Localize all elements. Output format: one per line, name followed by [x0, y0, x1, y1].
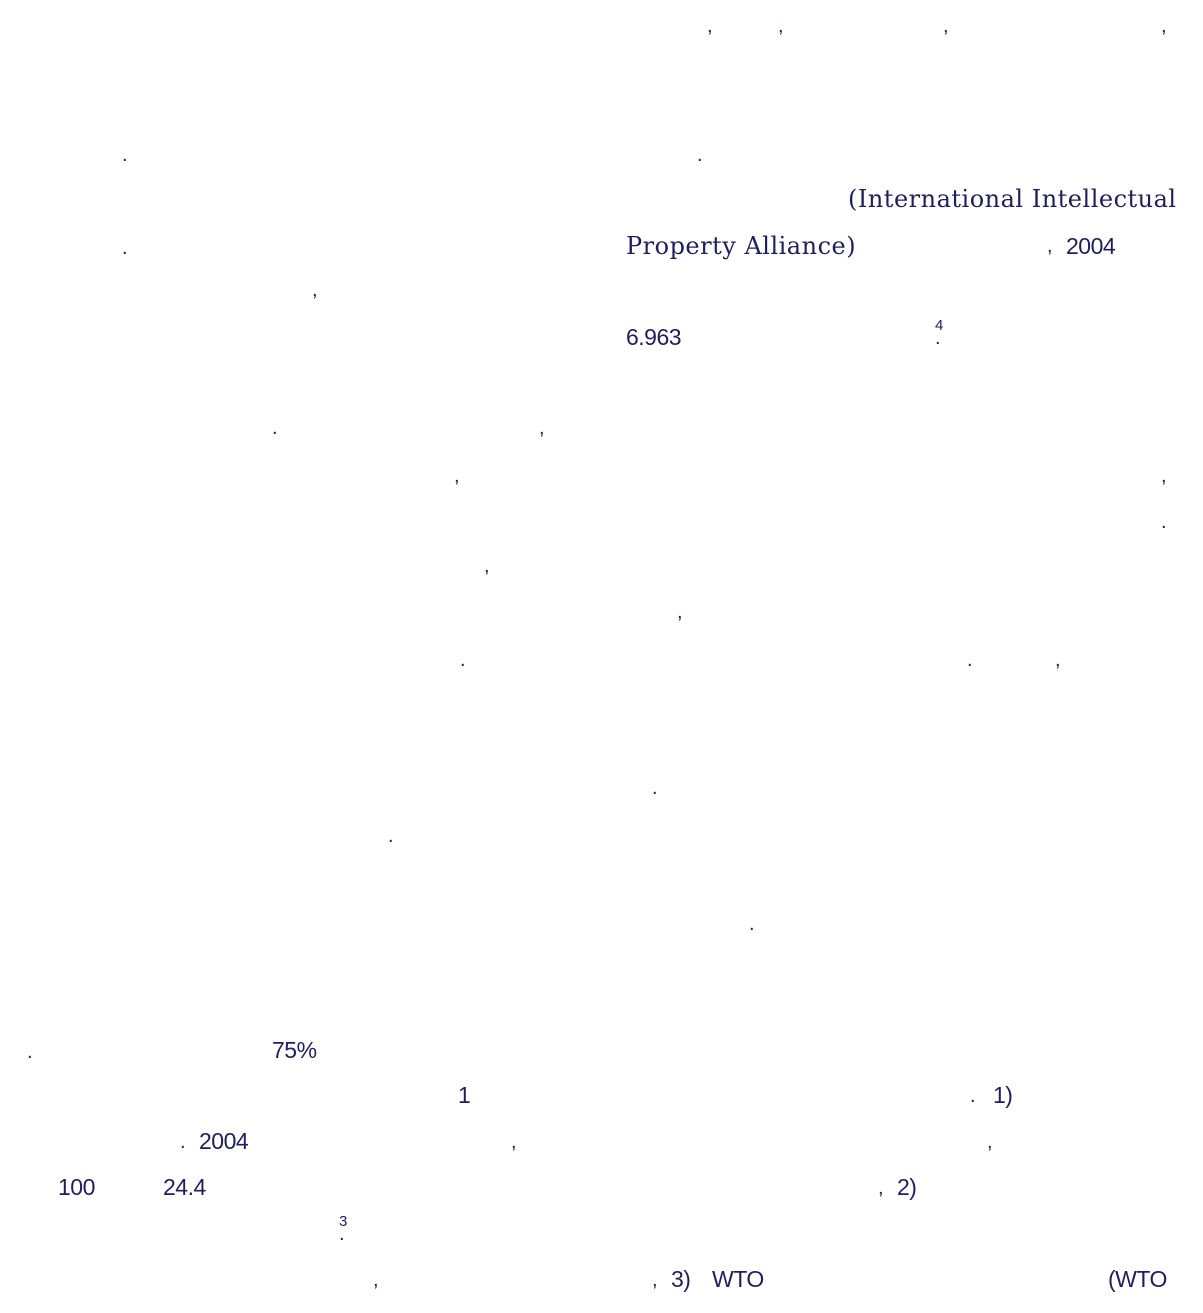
punct-period: . — [967, 649, 973, 671]
punct-period: . — [697, 144, 703, 166]
punct-comma: , — [484, 555, 490, 577]
punct-comma: , — [454, 465, 460, 487]
punct-period: . — [1161, 511, 1167, 533]
body-text-intl-ipa-1: (International Intellectual — [848, 185, 1177, 213]
punct-comma: , — [1161, 465, 1167, 487]
punct-comma: , — [511, 1131, 517, 1153]
punct-period: . — [339, 1223, 345, 1245]
punct-period: . — [970, 1085, 976, 1107]
punct-comma: , — [987, 1131, 993, 1153]
percent-75: 75% — [272, 1037, 317, 1063]
enum-3: 3) — [671, 1266, 691, 1292]
footnote-marker: 3 — [339, 1213, 348, 1230]
punct-comma: , — [652, 1269, 658, 1291]
enum-1: 1) — [993, 1082, 1013, 1108]
punct-period: . — [652, 777, 658, 799]
punct-comma: , — [1161, 15, 1167, 37]
punct-period: . — [272, 417, 278, 439]
wto-label-paren: (WTO — [1108, 1266, 1167, 1292]
punct-period: . — [180, 1131, 186, 1153]
enum-2: 2) — [897, 1174, 917, 1200]
punct-comma: , — [707, 15, 713, 37]
year-2004: 2004 — [199, 1128, 249, 1154]
punct-period: . — [122, 237, 128, 259]
punct-period: . — [27, 1041, 33, 1063]
punct-comma: , — [373, 1269, 379, 1291]
year-2004: 2004 — [1066, 233, 1116, 259]
punct-period: . — [935, 327, 941, 349]
wto-label: WTO — [712, 1266, 764, 1292]
punct-comma: , — [312, 279, 318, 301]
footnote-marker: 4 — [935, 317, 944, 334]
punct-period: . — [460, 649, 466, 671]
body-text-intl-ipa-2: Property Alliance) — [626, 232, 857, 260]
punct-comma: , — [539, 417, 545, 439]
number-24-4: 24.4 — [163, 1174, 206, 1200]
punct-comma: , — [677, 601, 683, 623]
punct-comma: , — [778, 15, 784, 37]
punct-comma: , — [878, 1177, 884, 1199]
item-number-1: 1 — [458, 1082, 471, 1108]
punct-comma: , — [943, 15, 949, 37]
punct-period: . — [388, 825, 394, 847]
amount-6963: 6.963 — [626, 324, 682, 350]
punct-comma: , — [1055, 649, 1061, 671]
punct-comma: , — [1047, 235, 1053, 257]
punct-period: . — [122, 144, 128, 166]
number-100: 100 — [58, 1174, 95, 1200]
punct-period: . — [749, 913, 755, 935]
